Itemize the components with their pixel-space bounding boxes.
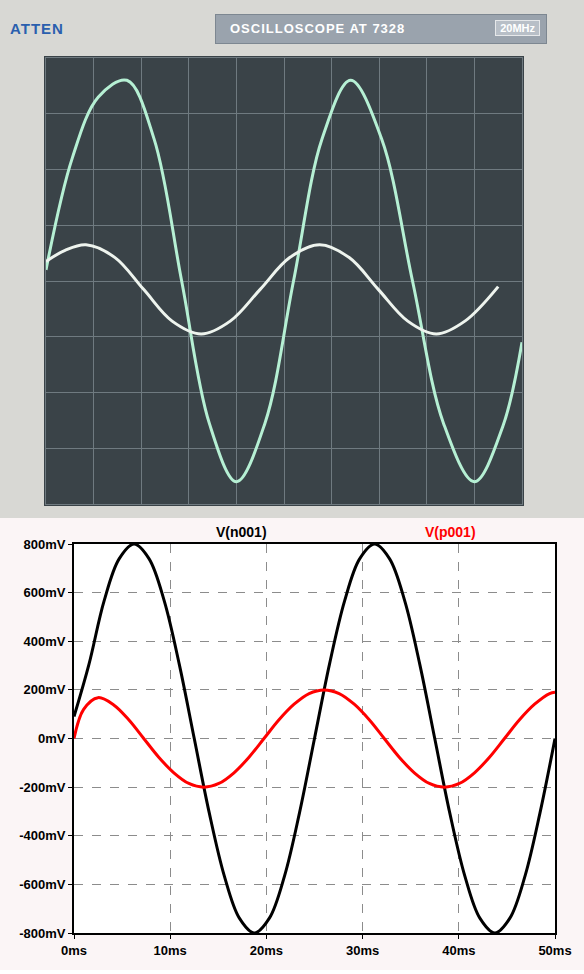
svg-text:V(p001): V(p001) bbox=[425, 524, 476, 540]
svg-text:V(n001): V(n001) bbox=[216, 524, 267, 540]
html-text:OSCILLOSCOPE AT 7328: OSCILLOSCOPE AT 7328 bbox=[230, 21, 406, 36]
svg-text:-600mV: -600mV bbox=[19, 877, 66, 892]
svg-text:10ms: 10ms bbox=[154, 943, 187, 958]
svg-text:-800mV: -800mV bbox=[19, 926, 66, 941]
svg-text:200mV: 200mV bbox=[23, 682, 65, 697]
svg-text:40ms: 40ms bbox=[442, 943, 475, 958]
svg-text:-400mV: -400mV bbox=[19, 828, 66, 843]
html-text:ATTEN: ATTEN bbox=[10, 20, 64, 37]
html-text:20MHz: 20MHz bbox=[500, 22, 535, 34]
svg-text:0ms: 0ms bbox=[61, 943, 87, 958]
svg-text:800mV: 800mV bbox=[23, 537, 65, 552]
svg-text:20ms: 20ms bbox=[250, 943, 283, 958]
svg-text:0mV: 0mV bbox=[38, 731, 66, 746]
svg-text:-200mV: -200mV bbox=[19, 780, 66, 795]
svg-text:30ms: 30ms bbox=[346, 943, 379, 958]
svg-text:400mV: 400mV bbox=[23, 634, 65, 649]
svg-text:50ms: 50ms bbox=[538, 943, 571, 958]
svg-text:600mV: 600mV bbox=[23, 585, 65, 600]
